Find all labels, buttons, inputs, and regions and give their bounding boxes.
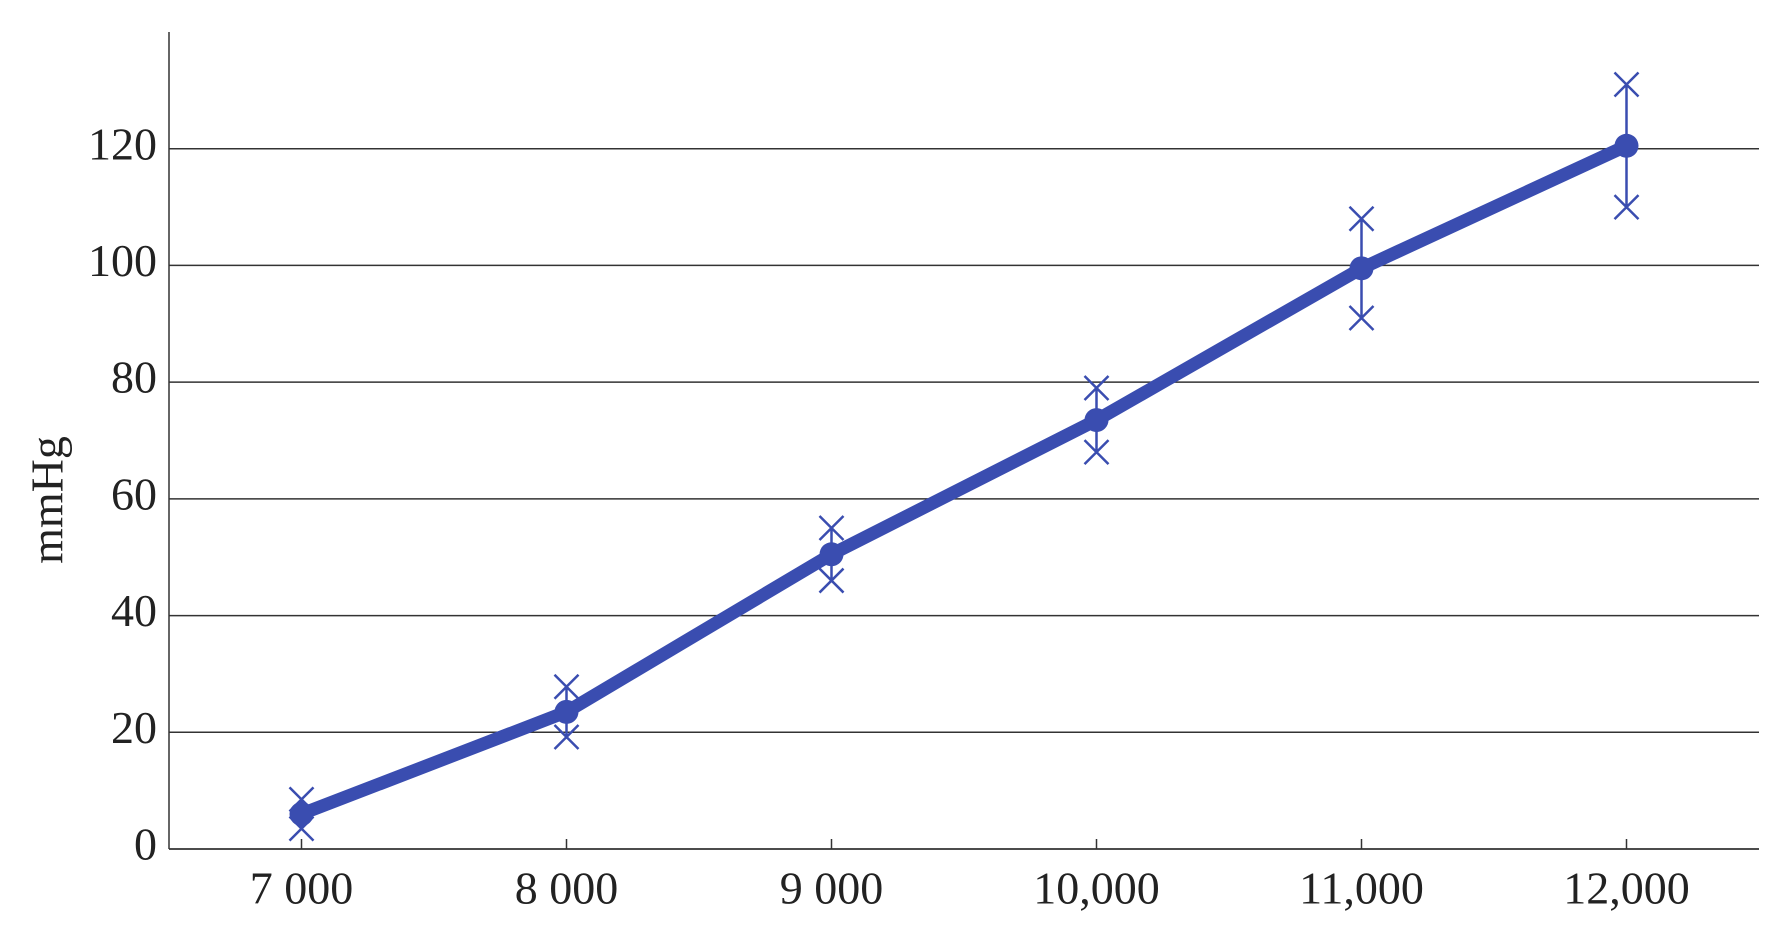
point	[289, 801, 314, 826]
y-tick-label: 120	[88, 118, 157, 169]
x-tick-label: 7 000	[250, 863, 354, 914]
y-axis-label: mmHg	[22, 436, 73, 564]
x-tick-label: 11,000	[1299, 863, 1424, 914]
point	[819, 542, 844, 567]
x-tick-label: 8 000	[515, 863, 619, 914]
y-tick-label: 100	[88, 235, 157, 286]
data-line	[299, 139, 1630, 821]
y-tick-label: 80	[111, 352, 157, 403]
y-tick-label: 20	[111, 702, 157, 753]
point	[554, 699, 579, 724]
y-tick-label: 0	[134, 819, 157, 870]
point	[1614, 133, 1639, 158]
y-tick-label: 60	[111, 468, 157, 519]
x-tick-label: 9 000	[780, 863, 884, 914]
y-tick-label: 40	[111, 585, 157, 636]
point	[1084, 408, 1109, 433]
point	[1349, 256, 1374, 281]
x-tick-label: 10,000	[1033, 863, 1160, 914]
x-tick-label: 12,000	[1563, 863, 1690, 914]
